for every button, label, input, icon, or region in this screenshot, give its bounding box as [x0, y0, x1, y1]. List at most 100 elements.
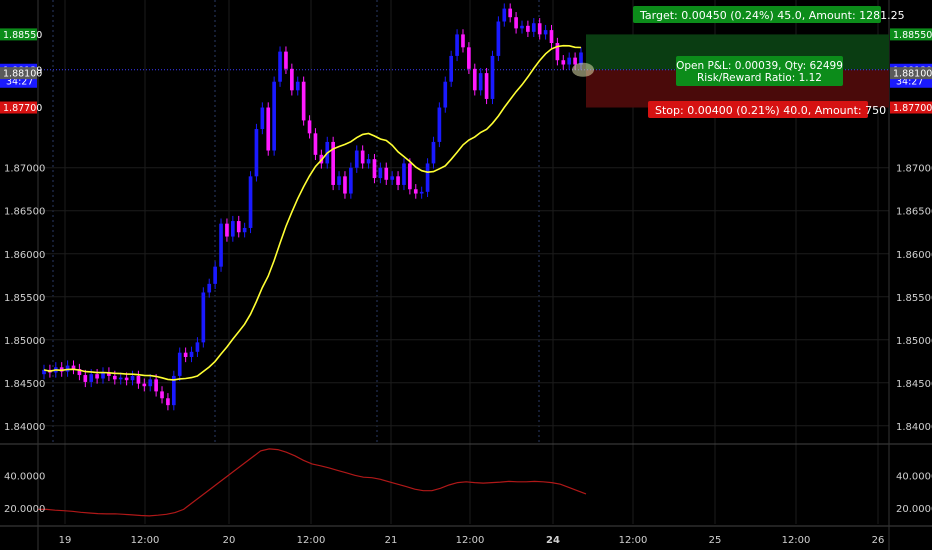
- candle: [231, 215, 235, 242]
- candle-body: [201, 292, 206, 343]
- risk-reward-label: Risk/Reward Ratio: 1.12: [697, 72, 822, 84]
- candle-body: [425, 163, 430, 192]
- candle: [183, 347, 188, 363]
- candle-body: [101, 372, 105, 379]
- candle: [201, 287, 206, 348]
- stop-label-text: Stop: 0.00400 (0.21%) 40.0, Amount: 750: [655, 104, 886, 117]
- candle-body: [59, 367, 64, 372]
- candle: [490, 50, 495, 105]
- price-tag-box: [890, 101, 932, 114]
- price-tick-label: 1.86500: [896, 207, 932, 218]
- time-tick-label: 12:00: [782, 535, 811, 546]
- candle-body: [77, 369, 82, 376]
- candle: [419, 186, 424, 199]
- stop-label[interactable]: Stop: 0.00400 (0.21%) 40.0, Amount: 750: [648, 101, 886, 118]
- price-tags: 1.885501.885501.8813934:271.8813934:271.…: [0, 28, 932, 114]
- price-tick-label-left: 1.85000: [4, 336, 45, 347]
- candle: [437, 102, 442, 148]
- price-tag-red-left: 1.87700: [0, 101, 42, 114]
- candle: [242, 222, 247, 238]
- time-tick-label: 19: [59, 535, 72, 546]
- candle-body: [42, 369, 46, 375]
- candle: [313, 128, 318, 160]
- price-tick-label-left: 1.84500: [4, 379, 45, 390]
- candle: [42, 364, 46, 380]
- candle: [520, 20, 524, 34]
- candle: [425, 158, 430, 197]
- candle: [543, 24, 548, 40]
- candle: [71, 360, 76, 375]
- candle-body: [484, 73, 489, 99]
- candle-body: [461, 34, 465, 48]
- candle-body: [549, 30, 554, 44]
- price-tick-label-left: 1.84000: [4, 422, 45, 433]
- candle-body: [189, 351, 194, 357]
- price-tick-label: 1.85000: [896, 336, 932, 347]
- moving-average-line: [43, 44, 582, 381]
- candle-body: [89, 374, 94, 382]
- time-tick-label: 12:00: [131, 535, 160, 546]
- candle-body: [490, 55, 495, 99]
- candle: [225, 218, 229, 242]
- candle-body: [337, 176, 341, 185]
- candle-body: [195, 342, 200, 352]
- candle-body: [65, 365, 70, 372]
- candle-body: [160, 391, 164, 399]
- price-tick-label: 1.85500: [896, 293, 932, 304]
- time-tick-label: 21: [385, 535, 398, 546]
- candle-body: [472, 68, 477, 91]
- candle: [95, 369, 99, 384]
- candle-body: [537, 23, 542, 35]
- indicator-line: [38, 448, 587, 517]
- candle-body: [183, 352, 188, 357]
- candle: [514, 12, 518, 34]
- candle: [278, 46, 282, 87]
- candle-body: [561, 60, 566, 65]
- candle-body: [248, 176, 253, 228]
- candle-body: [408, 163, 412, 190]
- candle: [254, 123, 259, 182]
- price-tag-box: [0, 101, 37, 114]
- candle: [567, 52, 572, 70]
- candle-body: [266, 107, 271, 151]
- pnl-box[interactable]: Open P&L: 0.00039, Qty: 62499 Risk/Rewar…: [676, 56, 843, 86]
- candle-body: [390, 176, 394, 180]
- candle-body: [278, 51, 282, 82]
- candle: [83, 369, 88, 388]
- price-tag-text: 1.88100: [893, 69, 932, 80]
- candle: [443, 76, 448, 113]
- candle-body: [555, 43, 560, 61]
- time-tick-label: 24: [546, 535, 560, 546]
- indicator-tick-label-left: 40.0000: [4, 471, 45, 482]
- candle-body: [526, 25, 530, 32]
- candle: [154, 374, 158, 397]
- candle-body: [307, 120, 312, 134]
- time-tick-label: 25: [709, 535, 722, 546]
- candle-body: [360, 150, 365, 164]
- candle: [148, 374, 153, 392]
- target-label[interactable]: Target: 0.00450 (0.24%) 45.0, Amount: 12…: [633, 6, 905, 23]
- candle: [219, 218, 223, 272]
- candle: [526, 20, 530, 37]
- candle: [207, 278, 212, 298]
- candle-body: [231, 221, 235, 237]
- candle-body: [354, 150, 359, 168]
- candle-body: [130, 375, 135, 381]
- candle: [496, 16, 501, 62]
- candle: [118, 372, 123, 385]
- candle-body: [437, 107, 442, 142]
- time-tick-label: 12:00: [619, 535, 648, 546]
- candle-body: [295, 81, 300, 91]
- candle: [160, 386, 164, 404]
- moving-average-series: [43, 44, 582, 381]
- candle-body: [112, 375, 117, 380]
- candle-body: [449, 55, 454, 82]
- candle: [136, 370, 141, 389]
- candle: [384, 162, 389, 185]
- candle-body: [236, 221, 241, 233]
- candle-body: [520, 25, 524, 29]
- price-tag-box: [890, 67, 932, 80]
- indicator-tick-label-left: 20.0000: [4, 504, 45, 515]
- candle: [561, 55, 566, 70]
